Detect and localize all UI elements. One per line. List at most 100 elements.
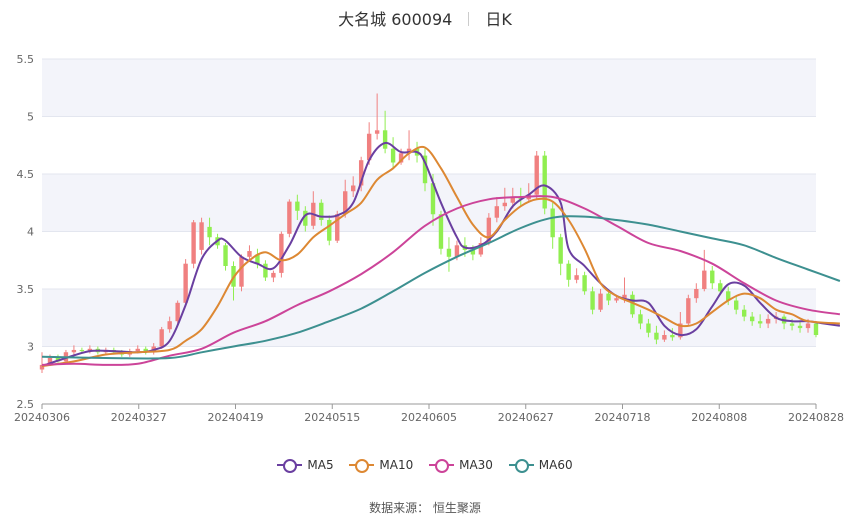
x-tick-label: 20240605: [401, 411, 457, 424]
candle: [574, 268, 579, 284]
candle-body: [39, 364, 45, 370]
candle: [319, 199, 324, 226]
candle-body: [662, 335, 667, 340]
candle-body: [223, 245, 228, 266]
legend: MA5 MA10 MA30 MA60: [0, 458, 850, 475]
candle-body: [358, 160, 364, 186]
candle: [295, 194, 300, 220]
candle-body: [319, 202, 324, 220]
candle-body: [542, 155, 547, 209]
candle-body: [366, 133, 372, 161]
candle: [550, 202, 555, 249]
plot-band: [42, 231, 816, 289]
candle-body: [582, 275, 587, 292]
x-tick-label: 20240327: [111, 411, 167, 424]
x-axis: 20240306 20240327 20240419 20240515 20240605…: [14, 403, 844, 424]
plot-band: [42, 59, 816, 117]
candle: [694, 283, 699, 303]
candle-body: [510, 197, 515, 203]
candle-body: [622, 294, 627, 299]
candle-body: [343, 191, 348, 215]
candle: [175, 300, 180, 324]
plot-background: [42, 59, 816, 404]
candle-body: [382, 130, 388, 149]
candle-body: [598, 293, 603, 310]
candle-body: [534, 155, 539, 195]
candle-body: [486, 217, 492, 243]
candle: [255, 248, 260, 269]
candle: [670, 328, 675, 341]
x-tick-label: 20240515: [304, 411, 360, 424]
plot-band: [42, 346, 816, 404]
candle-body: [398, 153, 404, 163]
candle-body: [71, 349, 77, 353]
candle-body: [734, 300, 739, 310]
candle-body: [478, 243, 484, 255]
y-tick-label: 2.5: [17, 398, 35, 411]
candle-body: [797, 325, 803, 329]
candle-body: [749, 316, 755, 322]
series-line-ma30: [41, 195, 841, 366]
legend-item-ma30[interactable]: MA30: [429, 458, 493, 473]
candle-body: [374, 130, 380, 134]
legend-item-ma60[interactable]: MA60: [508, 458, 573, 473]
plot-band: [42, 289, 816, 347]
candle-body: [406, 148, 412, 154]
candle-body: [159, 329, 164, 347]
x-tick-label: 20240718: [595, 411, 651, 424]
candle-body: [47, 358, 53, 365]
y-tick-label: 5.5: [17, 53, 35, 66]
candle-body: [710, 270, 715, 284]
legend-item-ma10[interactable]: MA10: [349, 458, 414, 473]
candle: [390, 137, 396, 169]
candle-body: [726, 291, 731, 301]
legend-label-ma60: MA60: [538, 458, 573, 472]
candle: [358, 156, 364, 192]
candle-body: [813, 323, 819, 335]
candle-body: [247, 251, 252, 257]
candle-body: [287, 201, 292, 234]
candle: [542, 151, 547, 215]
candle: [726, 286, 731, 306]
candle: [534, 151, 539, 200]
candle: [199, 217, 204, 255]
candle: [406, 130, 412, 161]
legend-label-ma10: MA10: [379, 458, 414, 472]
candle-body: [422, 155, 428, 184]
candle-body: [239, 256, 244, 287]
candle: [183, 259, 188, 307]
candle-body: [79, 349, 85, 352]
candle: [566, 260, 571, 287]
candle: [686, 294, 691, 326]
candle: [382, 110, 388, 154]
y-tick-label: 4.5: [17, 168, 35, 181]
candle-body: [765, 318, 771, 324]
moving-average-lines: [41, 141, 841, 368]
x-tick-label: 20240419: [208, 411, 264, 424]
candle: [271, 270, 276, 283]
candle-body: [558, 237, 563, 264]
candle-body: [670, 335, 675, 338]
candle-body: [446, 248, 452, 257]
candle-body: [167, 321, 172, 330]
period-label: 日K: [485, 10, 512, 29]
candle-body: [566, 263, 571, 280]
candle: [327, 215, 332, 246]
candle-body: [718, 283, 723, 292]
candle: [39, 352, 45, 373]
legend-swatch-ma30: [429, 458, 455, 473]
series-line-ma5: [41, 141, 841, 368]
candle: [374, 93, 380, 140]
x-tick-label: 20240627: [498, 411, 554, 424]
legend-item-ma5[interactable]: MA5: [277, 458, 334, 473]
candle: [598, 289, 603, 312]
candle: [765, 314, 771, 329]
candle: [710, 266, 715, 289]
candle: [702, 249, 707, 292]
candle: [662, 330, 667, 342]
candle-body: [494, 206, 500, 218]
candle-body: [191, 222, 196, 264]
candle: [422, 148, 428, 192]
candle: [71, 345, 77, 356]
y-tick-label: 3.5: [17, 283, 35, 296]
